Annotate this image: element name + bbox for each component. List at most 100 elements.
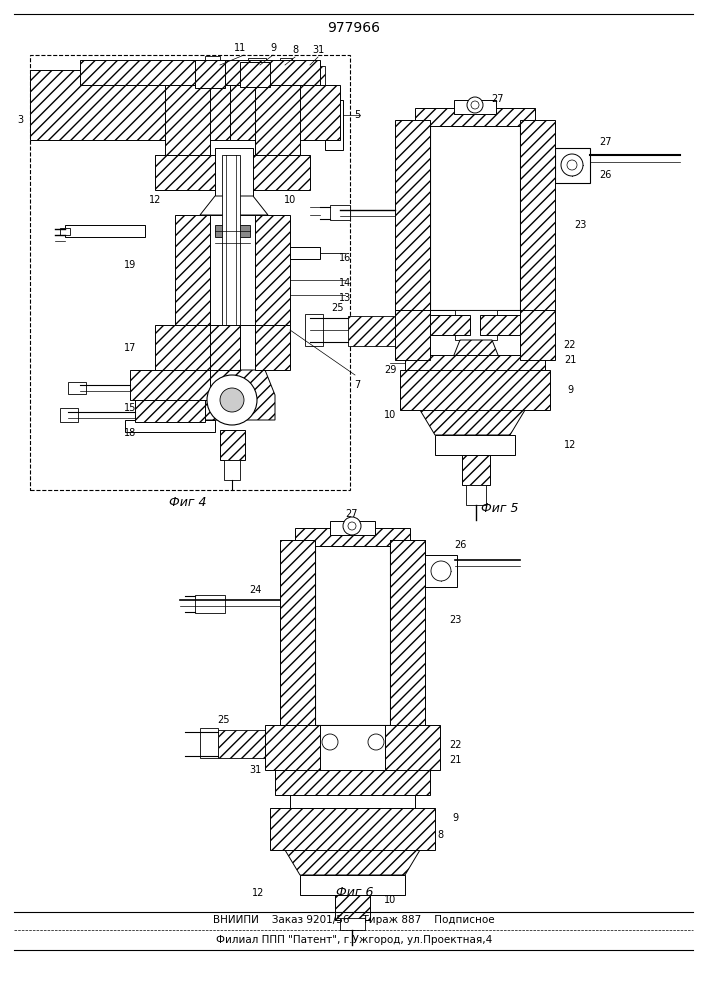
Text: 8: 8 <box>292 45 298 55</box>
Text: 23: 23 <box>449 615 461 625</box>
Bar <box>454 100 496 114</box>
Circle shape <box>368 734 384 750</box>
Text: 18: 18 <box>124 428 136 438</box>
Text: Фиг 6: Фиг 6 <box>337 886 374 898</box>
Bar <box>205 56 220 66</box>
Bar <box>280 58 292 66</box>
Text: 16: 16 <box>339 253 351 263</box>
Bar <box>220 430 245 460</box>
Text: 12: 12 <box>563 440 576 450</box>
Bar <box>218 730 265 758</box>
Bar <box>248 58 266 66</box>
Bar <box>255 215 290 325</box>
Bar <box>300 66 325 86</box>
Text: 22: 22 <box>563 340 576 350</box>
Bar <box>210 215 255 325</box>
Text: 21: 21 <box>449 755 461 765</box>
Bar <box>265 725 320 770</box>
Circle shape <box>561 154 583 176</box>
Bar <box>255 325 290 370</box>
Bar <box>215 225 227 237</box>
Text: 24: 24 <box>249 585 261 595</box>
Bar <box>222 155 240 335</box>
Bar <box>200 728 218 758</box>
Text: 27: 27 <box>346 509 358 519</box>
Polygon shape <box>200 196 268 215</box>
Bar <box>348 316 396 346</box>
Text: 17: 17 <box>124 343 136 353</box>
Text: 10: 10 <box>384 410 396 420</box>
Bar <box>430 315 470 335</box>
Bar <box>240 62 270 87</box>
Bar <box>455 310 497 340</box>
Bar <box>430 310 520 360</box>
Bar <box>430 120 520 310</box>
Bar <box>210 325 240 370</box>
Bar <box>238 225 250 237</box>
Text: 31: 31 <box>312 45 324 55</box>
Bar <box>305 314 323 346</box>
Text: 19: 19 <box>124 260 136 270</box>
Bar <box>80 60 320 85</box>
Bar <box>405 355 545 370</box>
Bar <box>310 62 320 70</box>
Text: 9: 9 <box>452 813 458 823</box>
Bar <box>275 770 430 795</box>
Bar <box>65 225 145 237</box>
Bar <box>30 70 230 140</box>
Text: 25: 25 <box>218 715 230 725</box>
Text: Фиг 4: Фиг 4 <box>169 495 206 508</box>
Circle shape <box>467 97 483 113</box>
Bar <box>125 420 215 432</box>
Bar <box>520 120 555 310</box>
Text: 10: 10 <box>384 895 396 905</box>
Text: 21: 21 <box>563 355 576 365</box>
Text: ВНИИПИ    Заказ 9201/56    Тираж 887    Подписное: ВНИИПИ Заказ 9201/56 Тираж 887 Подписное <box>214 915 495 925</box>
Bar <box>250 155 310 190</box>
Polygon shape <box>420 410 525 435</box>
Bar <box>68 382 86 394</box>
Bar <box>480 315 520 335</box>
Bar <box>215 148 253 196</box>
Bar <box>230 85 340 140</box>
Bar <box>340 918 365 930</box>
Bar <box>330 205 350 220</box>
Circle shape <box>567 160 577 170</box>
Bar <box>325 100 343 150</box>
Bar <box>335 895 370 920</box>
Text: 977966: 977966 <box>327 21 380 35</box>
Text: 22: 22 <box>449 740 461 750</box>
Bar <box>295 528 410 546</box>
Bar <box>555 148 590 183</box>
Text: 15: 15 <box>124 403 136 413</box>
Bar <box>290 793 415 808</box>
Text: 14: 14 <box>339 278 351 288</box>
Bar <box>155 155 215 190</box>
Text: 26: 26 <box>454 540 466 550</box>
Bar <box>155 325 210 370</box>
Bar <box>385 725 440 770</box>
Bar <box>280 540 315 725</box>
Bar <box>276 62 296 87</box>
Bar <box>415 108 535 126</box>
Bar <box>270 808 435 850</box>
Bar <box>330 521 375 535</box>
Bar <box>395 310 430 360</box>
Text: 5: 5 <box>354 110 360 120</box>
Circle shape <box>220 388 244 412</box>
Bar <box>224 460 240 480</box>
Text: Филиал ППП "Патент", г.Ужгород, ул.Проектная,4: Филиал ППП "Патент", г.Ужгород, ул.Проек… <box>216 935 492 945</box>
Polygon shape <box>190 370 275 420</box>
Circle shape <box>431 561 451 581</box>
Bar <box>390 540 425 725</box>
Bar <box>195 595 225 613</box>
Bar <box>175 215 210 325</box>
Text: 31: 31 <box>249 765 261 775</box>
Text: 25: 25 <box>332 303 344 313</box>
Text: Фиг 5: Фиг 5 <box>481 502 519 514</box>
Bar <box>165 85 210 155</box>
Bar <box>425 555 457 587</box>
Text: 27: 27 <box>492 94 504 104</box>
Circle shape <box>322 734 338 750</box>
Text: 9: 9 <box>567 385 573 395</box>
